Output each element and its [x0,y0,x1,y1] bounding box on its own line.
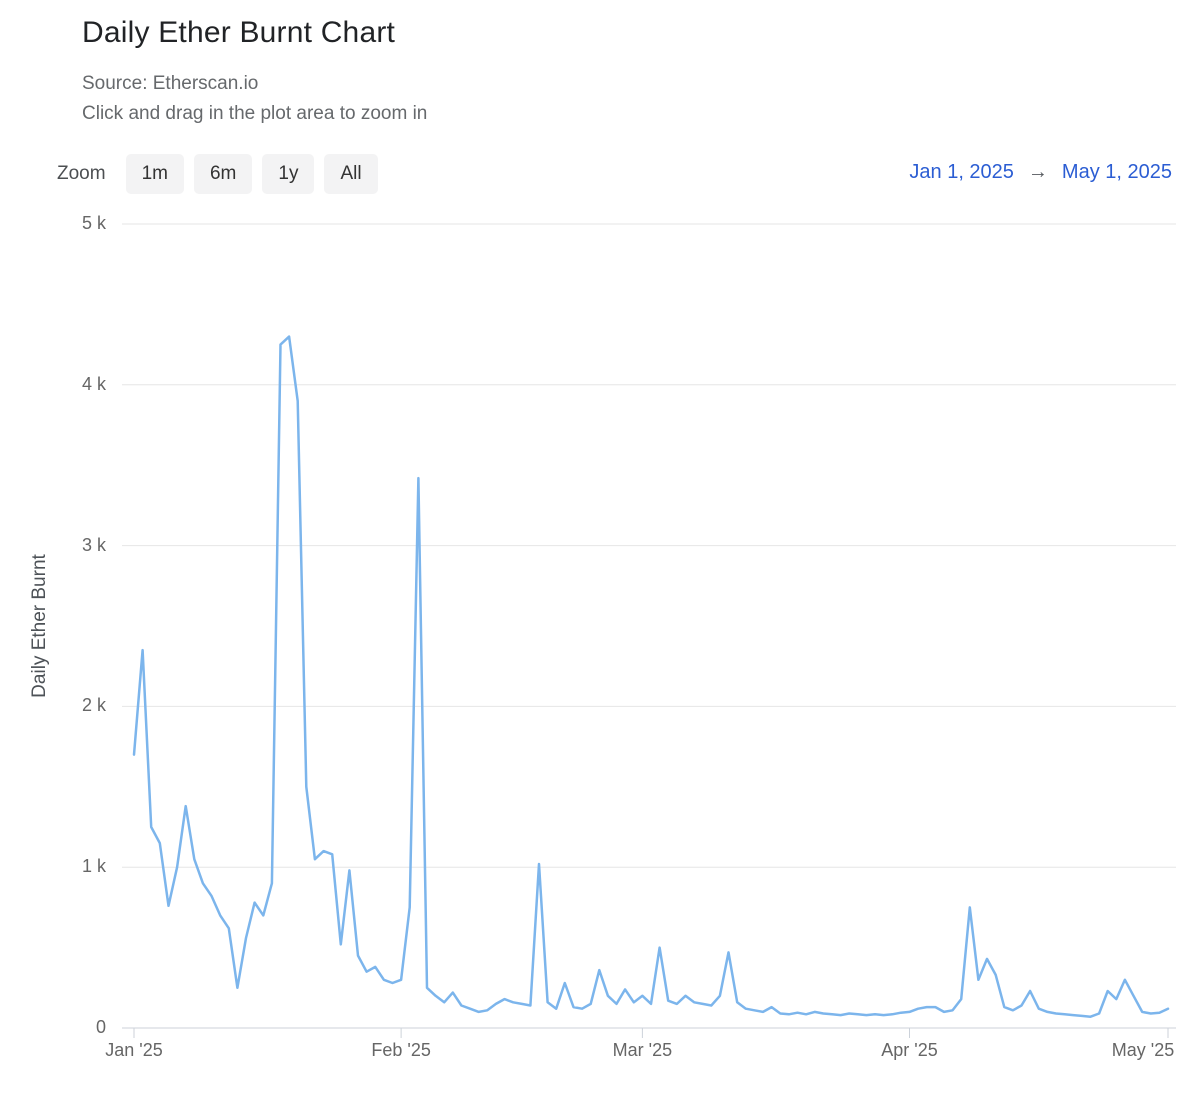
range-start-date[interactable]: Jan 1, 2025 [909,161,1014,183]
zoom-button-1m[interactable]: 1m [125,154,184,194]
range-arrow-icon: → [1027,161,1048,183]
zoom-label: Zoom [57,163,106,184]
chart-source: Source: Etherscan.io [82,73,259,94]
date-range: Jan 1, 2025 → May 1, 2025 [909,161,1172,184]
zoom-button-6m[interactable]: 6m [193,154,253,194]
zoom-toolbar: Zoom 1m 6m 1y All [57,152,388,196]
page-title: Daily Ether Burnt Chart [82,16,396,49]
plot-area[interactable] [122,224,1176,1028]
zoom-button-1y[interactable]: 1y [262,154,315,194]
chart-zoom-hint: Click and drag in the plot area to zoom … [82,103,428,124]
range-end-date[interactable]: May 1, 2025 [1061,161,1172,183]
zoom-button-all[interactable]: All [324,154,378,194]
series-line [132,335,1170,1018]
